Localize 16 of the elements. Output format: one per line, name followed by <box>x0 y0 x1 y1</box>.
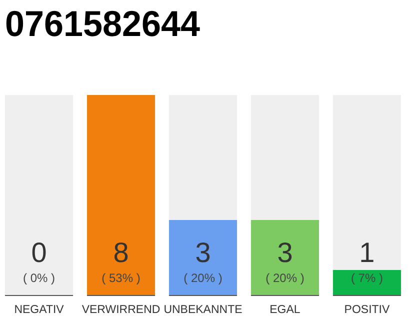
x-tick-label: VERWIRREND <box>82 304 160 316</box>
annotation: ( 20% ) <box>266 271 304 285</box>
data-label: 0 <box>31 237 47 268</box>
x-tick-label: UNBEKANNTE <box>164 304 243 316</box>
data-label: 3 <box>195 237 211 268</box>
annotation: ( 20% ) <box>184 271 222 285</box>
annotation: ( 53% ) <box>102 271 140 285</box>
x-tick-label: NEGATIV <box>14 304 64 316</box>
x-tick-label: EGAL <box>270 304 301 316</box>
annotation: ( 0% ) <box>23 271 56 285</box>
annotation: ( 7% ) <box>350 271 383 285</box>
data-label: 8 <box>113 237 129 268</box>
data-label: 3 <box>277 237 293 268</box>
chart-title: 0761582644 <box>5 3 206 44</box>
x-tick-label: POSITIV <box>344 304 390 316</box>
data-label: 1 <box>359 237 375 268</box>
